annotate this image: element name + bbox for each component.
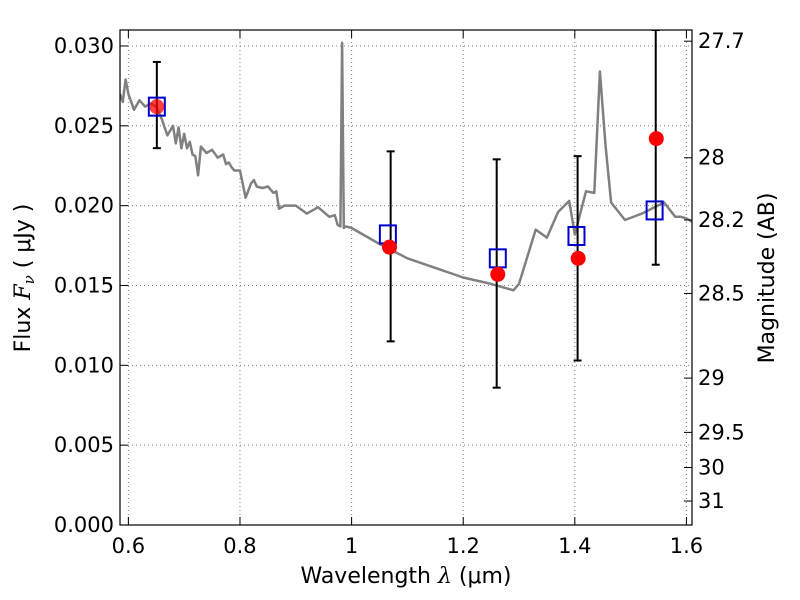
observed-point bbox=[382, 239, 398, 255]
observed-point bbox=[149, 99, 165, 115]
x-tick-label: 1 bbox=[345, 534, 358, 558]
synthetic-photometry-layer bbox=[147, 96, 664, 269]
synthetic-square bbox=[488, 248, 507, 269]
y-tick-label: 0.030 bbox=[54, 34, 114, 58]
model-spectrum-line bbox=[120, 41, 692, 292]
observed-point bbox=[490, 266, 506, 282]
y-tick-label: 0.000 bbox=[54, 513, 114, 537]
right-tick-label: 28 bbox=[698, 146, 725, 170]
x-tick-label: 1.2 bbox=[446, 534, 479, 558]
x-tick-label: 1.6 bbox=[670, 534, 703, 558]
y-tick-label: 0.020 bbox=[54, 194, 114, 218]
right-tick-label: 27.7 bbox=[698, 29, 745, 53]
synthetic-square bbox=[147, 96, 166, 117]
right-tick-label: 29.5 bbox=[698, 420, 745, 444]
x-tick-label: 0.6 bbox=[112, 534, 145, 558]
x-ticks: 0.6 0.8 1 1.2 1.4 1.6 bbox=[112, 30, 703, 558]
errorbar-layer bbox=[152, 30, 660, 389]
model-spectrum-layer bbox=[120, 41, 692, 292]
observed-point bbox=[648, 131, 664, 147]
right-tick-label: 29 bbox=[698, 366, 725, 390]
synthetic-square bbox=[645, 200, 664, 221]
right-tick-label: 28.5 bbox=[698, 281, 745, 305]
y-axis-label-right: Magnitude (AB) bbox=[755, 193, 780, 364]
right-tick-label: 30 bbox=[698, 456, 725, 480]
right-tick-label: 31 bbox=[698, 489, 725, 513]
x-tick-label: 1.4 bbox=[558, 534, 591, 558]
observed-point bbox=[570, 250, 586, 266]
grid-lines bbox=[120, 30, 692, 526]
y-tick-label: 0.010 bbox=[54, 353, 114, 377]
synthetic-square bbox=[567, 225, 586, 246]
x-axis-label: Wavelength λ (μm) bbox=[300, 564, 511, 589]
y-tick-label: 0.005 bbox=[54, 433, 114, 457]
right-ticks: 27.7 28 28.2 28.5 29 29.5 30 31 bbox=[684, 29, 745, 513]
plot-frame bbox=[119, 29, 693, 526]
y-ticks: 0.000 0.005 0.010 0.015 0.020 0.025 0.030 bbox=[54, 34, 128, 537]
y-axis-label: Flux Fν ( μJy ) bbox=[11, 204, 38, 353]
x-tick-label: 0.8 bbox=[223, 534, 256, 558]
right-tick-label: 28.2 bbox=[698, 208, 745, 232]
y-tick-label: 0.015 bbox=[54, 273, 114, 297]
y-tick-label: 0.025 bbox=[54, 114, 114, 138]
observed-photometry-layer bbox=[149, 99, 664, 282]
